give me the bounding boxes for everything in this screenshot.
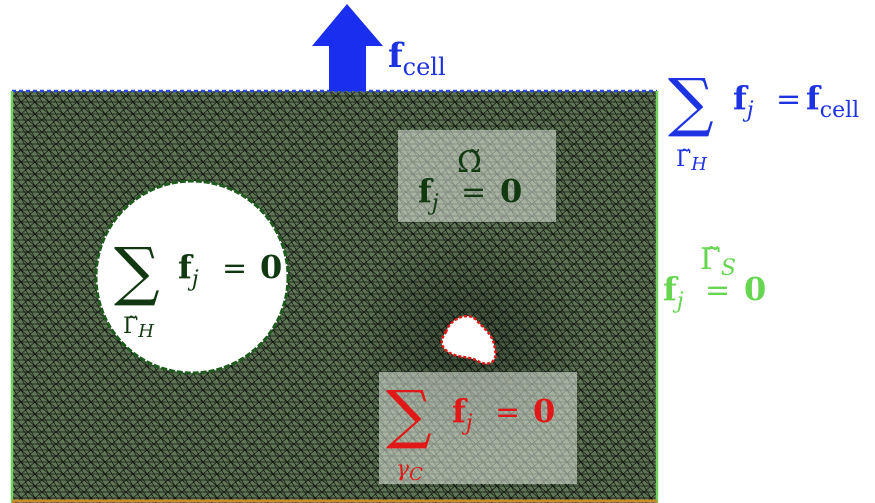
force-arrow bbox=[312, 4, 383, 91]
circular-hole bbox=[94, 179, 290, 375]
force-arrow-label: fcell bbox=[388, 36, 446, 81]
domain-eq-rhs: 0 bbox=[500, 172, 522, 210]
top-eq-rhs: fcell bbox=[806, 79, 859, 123]
cell-eq-lhs: fj bbox=[452, 392, 473, 436]
domain-symbol: Ω̃ bbox=[457, 145, 482, 180]
hole-eq-sum: ∑ bbox=[114, 235, 160, 309]
side-equation: Γ̃S fj = 0 bbox=[663, 242, 766, 314]
side-eq-equals: = bbox=[705, 273, 730, 308]
side-symbol: Γ̃S bbox=[700, 242, 736, 281]
top-eq-lhs: fj bbox=[733, 79, 754, 123]
domain-equation: Ω̃ fj = 0 bbox=[418, 145, 522, 216]
side-eq-rhs: 0 bbox=[744, 270, 766, 308]
cell-eq-sum: ∑ bbox=[386, 378, 432, 452]
cell-eq-under: γC bbox=[396, 457, 423, 485]
cell-label-panel bbox=[379, 372, 577, 484]
hole-eq-under: Γ̃H bbox=[123, 314, 154, 342]
cell-eq-equals: = bbox=[495, 395, 520, 430]
cell-equation: ∑ fj = 0 γC bbox=[386, 378, 555, 485]
side-eq-lhs: fj bbox=[663, 270, 684, 314]
hole-eq-lhs: fj bbox=[178, 248, 199, 292]
domain-label-panel bbox=[398, 130, 556, 222]
hole-eq-equals: = bbox=[222, 251, 247, 286]
top-equation: ∑ fj = fcell Γ̃H bbox=[668, 66, 859, 175]
top-eq-equals: = bbox=[776, 82, 801, 117]
cell-shape bbox=[440, 314, 497, 365]
top-eq-under: Γ̃H bbox=[676, 147, 707, 175]
hole-equation: ∑ fj = 0 Γ̃H bbox=[114, 235, 282, 342]
top-eq-sum: ∑ bbox=[668, 66, 714, 140]
domain-eq-equals: = bbox=[461, 175, 486, 210]
domain-eq-lhs: fj bbox=[418, 172, 439, 216]
cell-eq-rhs: 0 bbox=[533, 392, 555, 430]
hole-eq-rhs: 0 bbox=[260, 248, 282, 286]
